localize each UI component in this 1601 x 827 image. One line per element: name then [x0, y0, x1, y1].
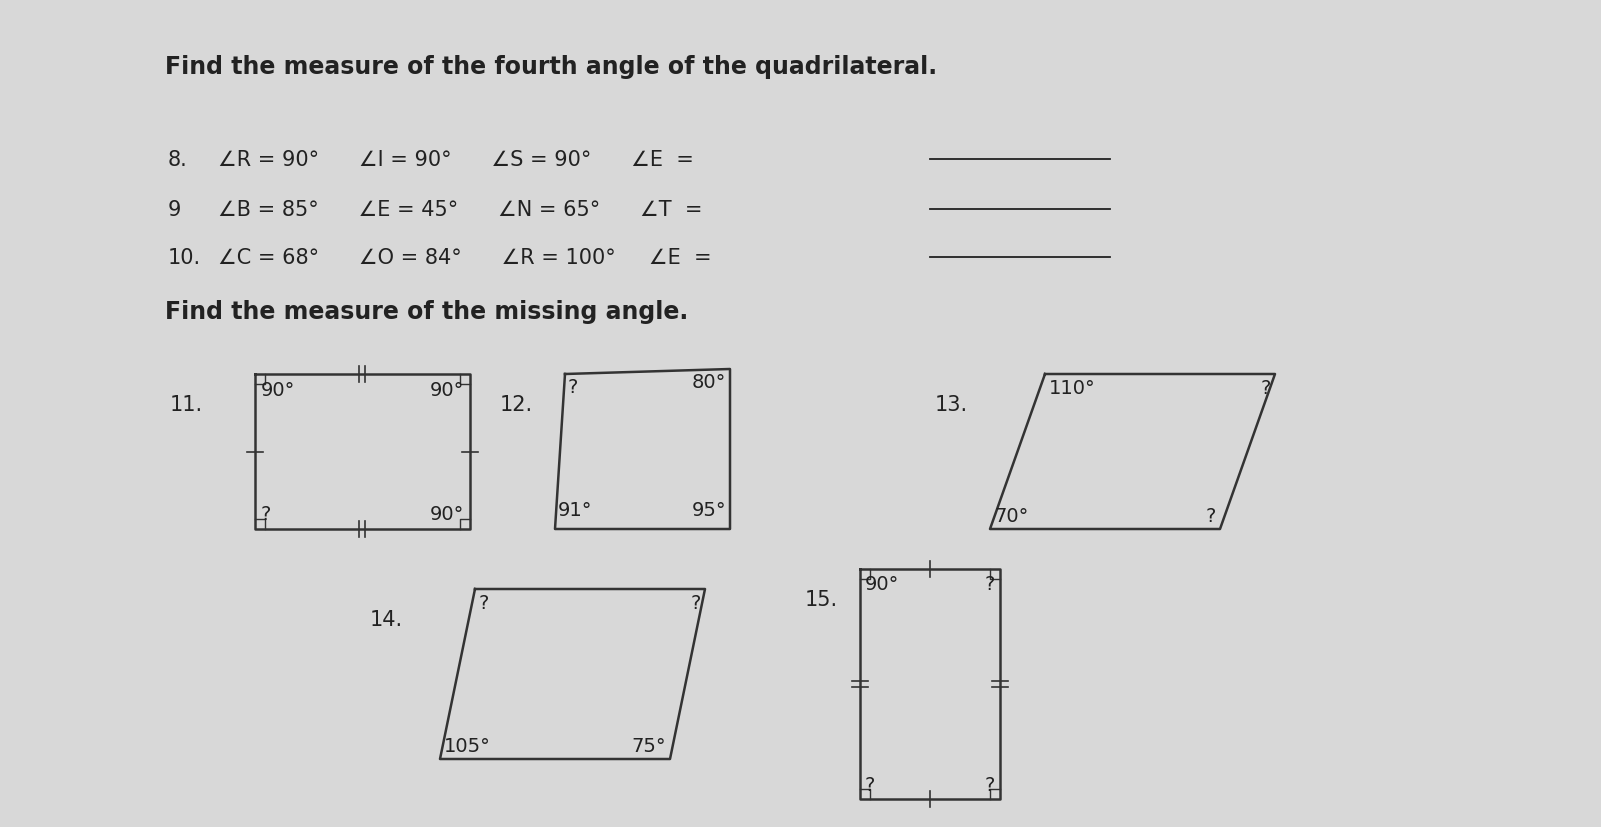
Text: ?: ? — [1260, 379, 1271, 398]
Text: ?: ? — [1206, 506, 1217, 525]
Text: ∠R = 90°      ∠I = 90°      ∠S = 90°      ∠E  =: ∠R = 90° ∠I = 90° ∠S = 90° ∠E = — [218, 150, 693, 170]
Text: ?: ? — [690, 593, 701, 612]
Text: 14.: 14. — [370, 609, 403, 629]
Text: ∠B = 85°      ∠E = 45°      ∠N = 65°      ∠T  =: ∠B = 85° ∠E = 45° ∠N = 65° ∠T = — [218, 200, 703, 220]
Text: 11.: 11. — [170, 394, 203, 414]
Text: 95°: 95° — [692, 500, 725, 519]
Text: ?: ? — [865, 775, 876, 794]
Text: 70°: 70° — [994, 506, 1028, 525]
Text: ?: ? — [568, 378, 578, 396]
Text: ?: ? — [479, 593, 490, 612]
Text: 13.: 13. — [935, 394, 969, 414]
Text: Find the measure of the missing angle.: Find the measure of the missing angle. — [165, 299, 688, 323]
Text: 75°: 75° — [631, 736, 666, 755]
Text: 90°: 90° — [429, 504, 464, 523]
Text: 15.: 15. — [805, 590, 839, 609]
Text: 91°: 91° — [559, 500, 592, 519]
Text: 9: 9 — [168, 200, 181, 220]
Text: 12.: 12. — [500, 394, 533, 414]
Text: 105°: 105° — [443, 736, 492, 755]
Text: ?: ? — [261, 504, 272, 523]
Text: 8.: 8. — [168, 150, 187, 170]
Text: Find the measure of the fourth angle of the quadrilateral.: Find the measure of the fourth angle of … — [165, 55, 937, 79]
Text: 90°: 90° — [429, 380, 464, 399]
Text: 10.: 10. — [168, 248, 202, 268]
Text: ?: ? — [985, 574, 994, 593]
Text: ∠C = 68°      ∠O = 84°      ∠R = 100°     ∠E  =: ∠C = 68° ∠O = 84° ∠R = 100° ∠E = — [218, 248, 711, 268]
Text: ?: ? — [985, 775, 994, 794]
Text: 90°: 90° — [865, 574, 900, 593]
Text: 90°: 90° — [261, 380, 295, 399]
Text: 80°: 80° — [692, 372, 725, 391]
Text: 110°: 110° — [1049, 379, 1095, 398]
